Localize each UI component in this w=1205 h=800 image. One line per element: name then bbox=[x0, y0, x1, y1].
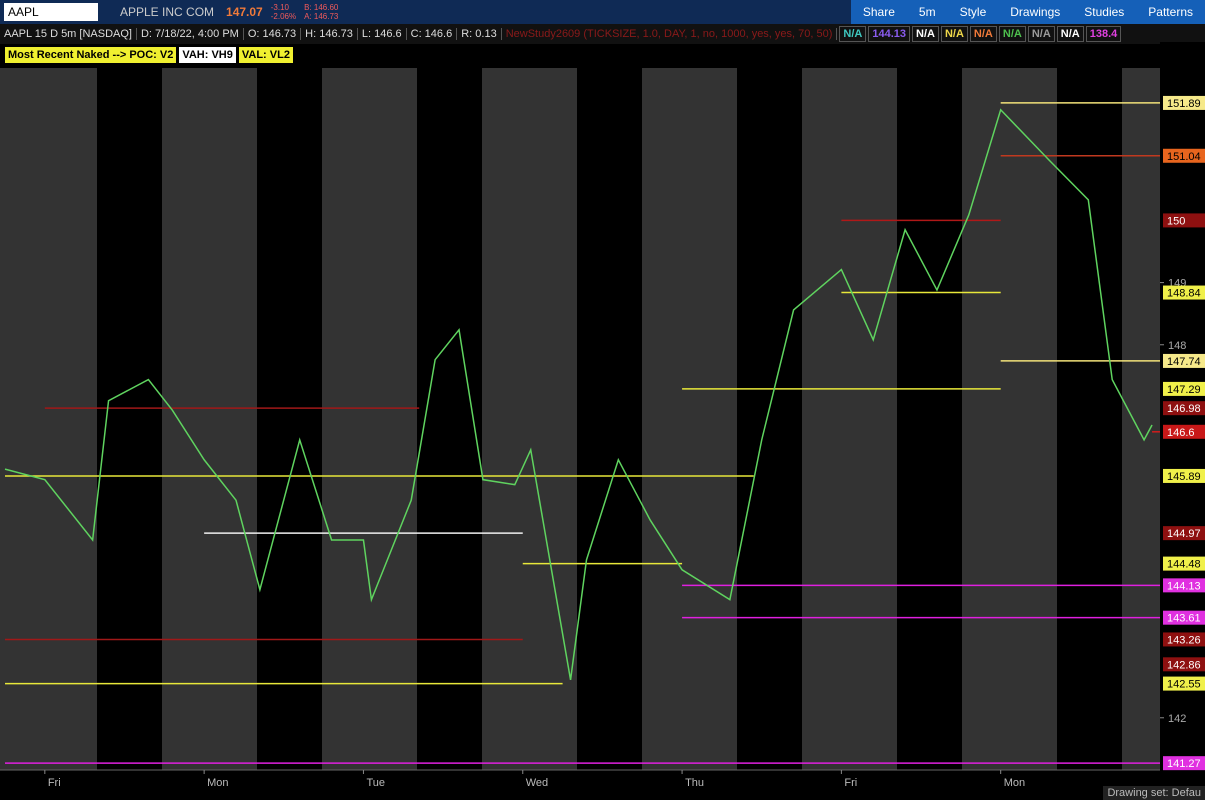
footer: Drawing set: Defau bbox=[1103, 786, 1205, 800]
last-price: 147.07 bbox=[226, 5, 263, 19]
x-tick-label: Mon bbox=[207, 777, 228, 789]
price-tag-label: 142.86 bbox=[1167, 659, 1201, 671]
time-axis-bg bbox=[0, 770, 1160, 800]
quote: B: 146.60 A: 146.73 bbox=[304, 3, 338, 21]
extended-hours-band bbox=[322, 68, 417, 770]
price-tag bbox=[1163, 401, 1205, 416]
x-tick-label: Fri bbox=[844, 777, 857, 789]
study-value: 138.4 bbox=[1085, 26, 1122, 42]
price-tag-label: 151.89 bbox=[1167, 98, 1201, 110]
ask: A: 146.73 bbox=[304, 12, 339, 21]
study-value: 144.13 bbox=[868, 26, 911, 42]
study-label: NewStudy2609 (TICKSIZE, 1.0, DAY, 1, no,… bbox=[502, 28, 838, 40]
study-value: N/A bbox=[998, 26, 1026, 42]
price-tag bbox=[1163, 657, 1205, 672]
info-item: R: 0.13 bbox=[457, 28, 502, 40]
price-tag-label: 141.27 bbox=[1167, 758, 1201, 770]
info-item: AAPL 15 D 5m [NASDAQ] bbox=[0, 28, 137, 40]
price-tag-label: 144.48 bbox=[1167, 559, 1201, 571]
price-tag bbox=[1163, 95, 1205, 110]
study-value: N/A bbox=[940, 26, 968, 42]
price-tag bbox=[1163, 578, 1205, 593]
change: -3.10 -2.06% bbox=[271, 3, 296, 21]
badge: Most Recent Naked --> POC: V2 bbox=[5, 47, 177, 63]
price-tag-label: 147.29 bbox=[1167, 384, 1201, 396]
price-tag-label: 146.98 bbox=[1167, 403, 1201, 415]
extended-hours-band bbox=[802, 68, 897, 770]
toolbar-button[interactable]: Drawings bbox=[1010, 5, 1061, 19]
price-line bbox=[4, 108, 1153, 680]
x-tick-label: Thu bbox=[685, 777, 704, 789]
toolbar-button[interactable]: Share bbox=[862, 5, 895, 19]
study-value: N/A bbox=[969, 26, 997, 42]
price-tag bbox=[1163, 676, 1205, 691]
toolbar-button[interactable]: Patterns bbox=[1148, 5, 1193, 19]
badges: Most Recent Naked --> POC: V2 VAH: VH9 VAL… bbox=[5, 47, 293, 63]
info-item: O: 146.73 bbox=[244, 28, 302, 40]
price-tag bbox=[1163, 381, 1205, 396]
price-tag bbox=[1163, 556, 1205, 571]
extended-hours-band bbox=[642, 68, 737, 770]
price-tag bbox=[1163, 632, 1205, 647]
extended-hours-band bbox=[962, 68, 1057, 770]
price-tag-label: 147.74 bbox=[1167, 356, 1201, 368]
info-item: C: 146.6 bbox=[407, 28, 458, 40]
price-tag bbox=[1163, 213, 1205, 228]
y-tick-label: 142 bbox=[1168, 713, 1186, 725]
study-value: N/A bbox=[912, 26, 939, 42]
price-tag bbox=[1163, 468, 1205, 483]
price-tag bbox=[1163, 526, 1205, 541]
toolbar-button[interactable]: Style bbox=[959, 5, 987, 19]
price-tag bbox=[1163, 424, 1205, 439]
price-tag bbox=[1163, 285, 1205, 300]
info-item: H: 146.73 bbox=[301, 28, 358, 40]
y-tick-label: 148 bbox=[1168, 340, 1186, 352]
price-tag-label: 151.04 bbox=[1167, 151, 1201, 163]
extended-hours-band bbox=[482, 68, 577, 770]
price-tag-label: 144.13 bbox=[1167, 580, 1201, 592]
study-value: N/A bbox=[1027, 26, 1055, 42]
change-abs: -3.10 bbox=[270, 3, 289, 12]
price-tag bbox=[1163, 148, 1205, 163]
toolbar-button[interactable]: Studies bbox=[1084, 5, 1125, 19]
x-tick-label: Fri bbox=[48, 777, 61, 789]
price-tag-label: 150 bbox=[1167, 215, 1185, 227]
toolbar: AAPL APPLE INC COM 147.07 -3.10 -2.06% B:… bbox=[0, 0, 1205, 24]
extended-hours-band bbox=[0, 68, 97, 770]
symbol-box[interactable]: AAPL bbox=[4, 3, 98, 21]
study-value: N/A bbox=[839, 26, 867, 42]
price-tag-label: 148.84 bbox=[1167, 288, 1201, 300]
info-bar: AAPL 15 D 5m [NASDAQ] D: 7/18/22, 4:00 PM… bbox=[0, 24, 1205, 44]
toolbar-buttons: Share 5m Style Drawings Studies Patterns bbox=[850, 0, 1205, 24]
x-tick-label: Tue bbox=[366, 777, 385, 789]
badge: VAH: VH9 bbox=[179, 47, 236, 63]
badge: VAL: VL2 bbox=[238, 47, 293, 63]
price-tag-label: 145.89 bbox=[1167, 471, 1201, 483]
info-item: L: 146.6 bbox=[358, 28, 407, 40]
price-tag-label: 146.6 bbox=[1167, 427, 1195, 439]
bid: B: 146.60 bbox=[304, 3, 339, 12]
price-tag bbox=[1163, 756, 1205, 771]
study-value: N/A bbox=[1056, 26, 1084, 42]
price-tag-label: 142.55 bbox=[1167, 679, 1201, 691]
price-tag-label: 143.26 bbox=[1167, 634, 1201, 646]
change-pct: -2.06% bbox=[270, 12, 297, 21]
toolbar-button[interactable]: 5m bbox=[918, 5, 936, 19]
price-tag-label: 143.61 bbox=[1167, 613, 1201, 625]
price-axis-bg bbox=[1160, 42, 1205, 800]
price-tag bbox=[1163, 610, 1205, 625]
x-tick-label: Wed bbox=[526, 777, 548, 789]
x-tick-label: Mon bbox=[1004, 777, 1025, 789]
price-tag-label: 144.97 bbox=[1167, 528, 1201, 540]
extended-hours-band bbox=[162, 68, 257, 770]
price-tag bbox=[1163, 353, 1205, 368]
company: APPLE INC COM bbox=[120, 5, 215, 19]
info-item: D: 7/18/22, 4:00 PM bbox=[137, 28, 244, 40]
